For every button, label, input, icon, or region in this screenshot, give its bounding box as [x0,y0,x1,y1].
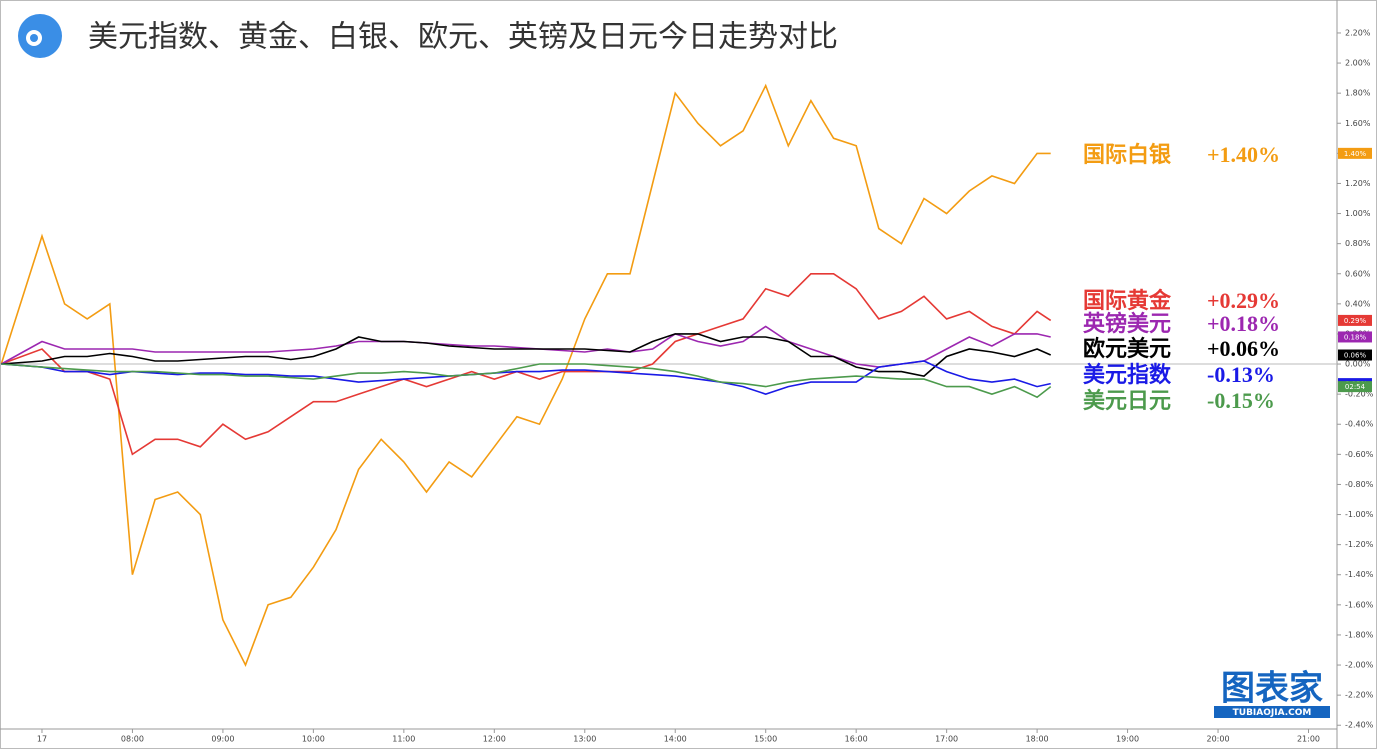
y-tick-label: -0.20% [1345,390,1374,399]
series-line [0,83,1051,667]
y-tick-label: -1.80% [1345,630,1374,639]
legend-label: 美元日元 [1083,388,1171,413]
legend-value: -0.15% [1207,388,1275,413]
x-tick-label: 12:00 [483,735,506,744]
x-tick-label: 20:00 [1207,735,1230,744]
y-tick-label: -1.20% [1345,540,1374,549]
x-tick-label: 13:00 [573,735,596,744]
legend-value: -0.13% [1207,362,1275,387]
x-tick-label: 15:00 [754,735,777,744]
axis-tag-bg [1338,147,1372,159]
watermark-url: TUBIAOJIA.COM [1233,708,1312,718]
y-tick-label: 0.80% [1345,239,1371,248]
y-tick-label: -1.60% [1345,600,1374,609]
legend-value: +0.06% [1207,336,1280,361]
y-tick-label: -1.40% [1345,570,1374,579]
y-tick-label: 2.20% [1345,28,1371,37]
x-tick-label: 16:00 [845,735,868,744]
legend-value: +0.18% [1207,311,1280,336]
legend-label: 国际白银 [1083,142,1172,167]
axis-tag: 02:54 [1345,383,1366,391]
axis-tag: 0.18% [1344,333,1367,341]
x-tick-label: 19:00 [1116,735,1139,744]
y-tick-label: 0.40% [1345,299,1371,308]
axis-tag: 0.29% [1344,317,1367,325]
legend-label: 英镑美元 [1083,311,1171,336]
axis-tag: 1.40% [1344,150,1367,158]
y-tick-label: 1.00% [1345,209,1371,218]
x-tick-label: 10:00 [302,735,325,744]
x-tick-label: 17:00 [935,735,958,744]
series-line [1,273,1052,456]
y-tick-label: -2.20% [1345,691,1374,700]
axis-tag-bg [1338,314,1372,326]
legend-label: 美元指数 [1083,362,1172,387]
watermark: 图表家 TUBIAOJIA.COM [1214,669,1330,718]
axis-tag-bg [1338,381,1372,393]
y-tick-label: -0.60% [1345,450,1374,459]
y-tick-label: -0.40% [1345,420,1374,429]
y-tick-label: 0.60% [1345,269,1371,278]
y-tick-label: 0.00% [1345,360,1371,369]
series-line [1,333,1052,377]
y-tick-label: -2.00% [1345,661,1374,670]
legend-label: 国际黄金 [1083,288,1172,313]
y-tick-label: 1.20% [1345,179,1371,188]
x-tick-label: 08:00 [121,735,144,744]
x-tick-label: 14:00 [664,735,687,744]
axis-tag-bg [1338,331,1372,343]
y-tick-label: -2.40% [1345,721,1374,730]
axis-tag: 0.06% [1344,352,1367,360]
watermark-brand: 图表家 [1221,669,1323,709]
y-tick-label: 2.00% [1345,59,1371,68]
legend-value: +0.29% [1207,288,1280,313]
x-tick-label: 21:00 [1297,735,1320,744]
logo [18,14,62,58]
x-tick-label: 09:00 [211,735,234,744]
x-tick-label: 18:00 [1026,735,1049,744]
series-line [1,363,1052,399]
y-tick-label: 1.80% [1345,89,1371,98]
watermark-bar [1214,706,1330,718]
legend-label: 欧元美元 [1083,336,1171,361]
legend-value: +1.40% [1207,142,1280,167]
y-tick-label: 1.60% [1345,119,1371,128]
x-tick-label: 17 [37,735,47,744]
y-tick-label: -1.00% [1345,510,1374,519]
x-tick-label: 11:00 [392,735,415,744]
chart-title: 美元指数、黄金、白银、欧元、英镑及日元今日走势对比 [88,20,838,55]
y-tick-label: -0.80% [1345,480,1374,489]
axis-tag-bg [1338,349,1372,361]
